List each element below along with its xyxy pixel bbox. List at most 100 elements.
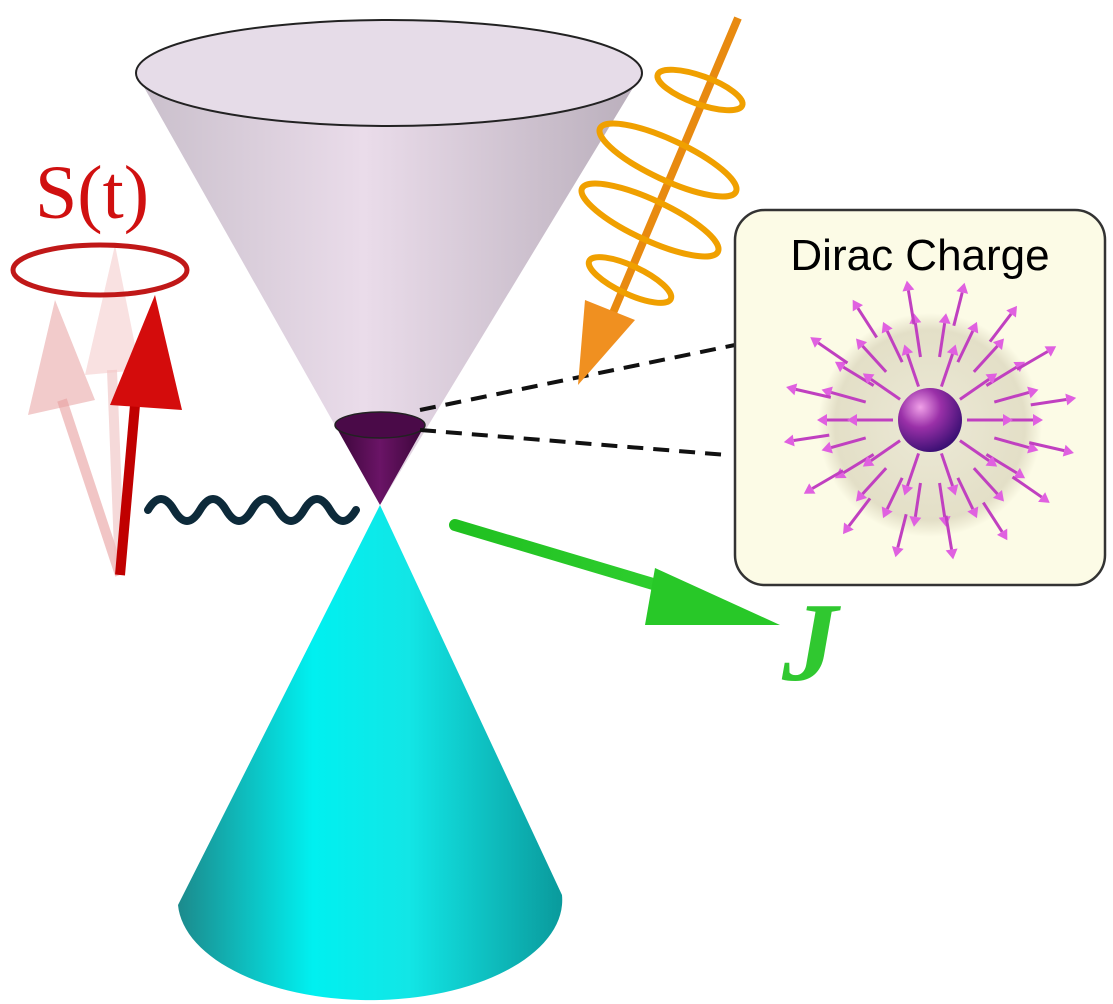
field-arrow — [1011, 475, 1043, 499]
field-arrow — [811, 469, 844, 490]
field-arrow — [1030, 398, 1067, 407]
field-arrow-head — [786, 383, 798, 396]
field-arrow — [938, 322, 947, 358]
field-arrow — [870, 439, 901, 462]
monopole-field — [783, 280, 1077, 560]
field-arrow — [795, 387, 832, 399]
field-arrow-head — [843, 522, 854, 535]
field-arrow-head — [852, 299, 864, 312]
field-arrow-head — [862, 455, 875, 467]
field-arrow-head — [862, 373, 875, 385]
field-arrow — [830, 390, 867, 404]
field-arrow-head — [1033, 414, 1043, 426]
field-arrow-head — [881, 321, 893, 334]
field-arrow-head — [938, 313, 951, 324]
field-arrow — [972, 467, 999, 495]
field-arrow — [972, 345, 999, 373]
field-arrow — [940, 353, 954, 388]
field-arrow-head — [967, 321, 979, 334]
field-arrow-head — [1003, 414, 1013, 426]
field-arrow-head — [946, 484, 959, 496]
inset-title: Dirac Charge — [790, 231, 1049, 280]
field-arrow-head — [1006, 305, 1017, 318]
field-arrow-head — [1038, 492, 1050, 503]
zoom-lines — [419, 343, 736, 457]
field-arrow — [982, 501, 1004, 533]
field-arrow — [861, 467, 888, 495]
field-arrow — [938, 482, 947, 518]
field-arrow-head — [985, 373, 998, 385]
field-arrow — [1028, 441, 1065, 453]
field-arrow-head — [1013, 467, 1026, 479]
field-arrow-head — [945, 548, 958, 560]
light-pulse — [578, 16, 746, 385]
spin-label: S(t) — [35, 151, 149, 235]
field-arrow-head — [946, 344, 959, 356]
field-arrow — [985, 453, 1018, 475]
field-arrow — [956, 330, 975, 363]
field-arrow-head — [856, 338, 868, 350]
field-arrow — [1016, 350, 1049, 371]
spin-precession: S(t) — [10, 151, 190, 577]
field-arrow-head — [1027, 386, 1039, 399]
field-arrow-head — [956, 282, 969, 294]
field-arrow — [861, 345, 888, 373]
field-arrow — [913, 322, 922, 358]
field-arrow — [885, 477, 904, 510]
field-arrow-head — [810, 337, 822, 348]
field-arrow — [956, 477, 975, 510]
field-arrow — [906, 290, 916, 325]
current-arrow: J — [449, 519, 841, 705]
field-arrow-head — [992, 490, 1004, 502]
field-arrow — [959, 378, 990, 401]
field-arrow — [993, 390, 1030, 404]
field-arrow-head — [901, 484, 914, 496]
field-arrow — [896, 513, 908, 548]
field-arrow-head — [856, 490, 868, 502]
field-arrow — [952, 292, 964, 327]
dirac-charge-inset: Dirac Charge — [733, 208, 1107, 587]
field-arrow — [944, 515, 954, 550]
field-arrow — [988, 313, 1013, 343]
field-arrow — [793, 433, 830, 442]
field-arrow — [906, 452, 920, 487]
field-arrow — [985, 365, 1018, 387]
field-arrow-head — [1027, 441, 1039, 454]
field-arrow — [817, 341, 849, 365]
field-arrow — [847, 497, 872, 527]
field-arrow-head — [803, 483, 816, 494]
charge-sphere — [898, 388, 962, 452]
field-arrow-head — [834, 361, 847, 373]
field-arrow — [906, 353, 920, 388]
field-arrow — [885, 330, 904, 363]
field-arrow-head — [783, 434, 795, 447]
dirac-point-cone — [334, 411, 426, 505]
field-arrow-head — [996, 528, 1008, 541]
field-arrow-head — [891, 546, 904, 558]
field-arrow-head — [821, 441, 833, 454]
field-arrow-head — [847, 414, 857, 426]
field-arrow-head — [1062, 444, 1074, 457]
field-arrow — [940, 452, 954, 487]
coupling-wave — [144, 495, 360, 525]
lower-cone — [178, 505, 563, 1001]
field-arrow-head — [901, 344, 914, 356]
field-arrow-head — [985, 455, 998, 467]
field-arrow — [993, 436, 1030, 450]
field-arrow-head — [881, 506, 893, 519]
field-arrow — [959, 439, 990, 462]
upper-cone — [135, 19, 643, 505]
field-arrow — [842, 365, 875, 387]
field-arrow-head — [992, 338, 1004, 350]
field-arrow — [856, 307, 878, 339]
field-arrow — [913, 482, 922, 518]
field-arrow — [870, 378, 901, 401]
field-arrow-head — [1044, 346, 1057, 357]
field-arrow — [842, 453, 875, 475]
current-label: J — [781, 581, 841, 705]
field-arrow-head — [902, 280, 915, 292]
field-arrow-head — [1065, 393, 1077, 406]
field-arrow-head — [817, 414, 827, 426]
field-arrow-head — [821, 386, 833, 399]
